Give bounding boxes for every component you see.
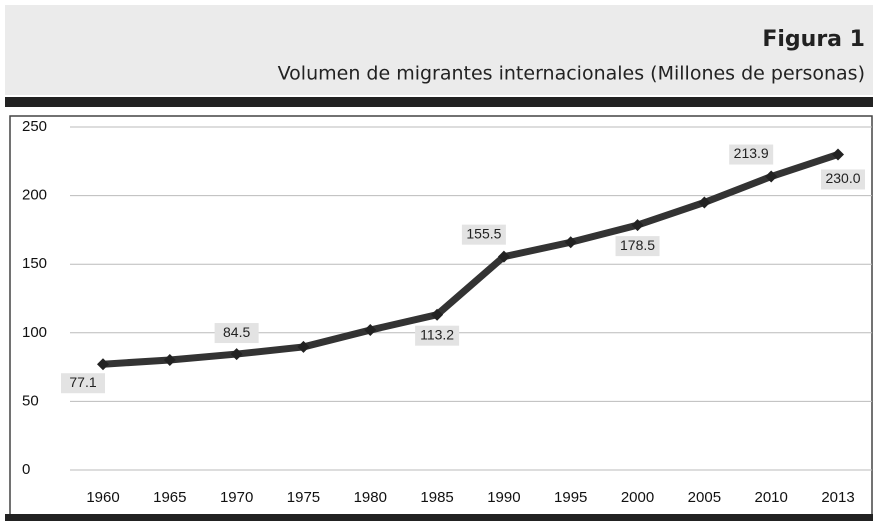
y-tick-label: 100 <box>22 324 47 341</box>
y-tick-label: 0 <box>22 461 30 478</box>
data-point <box>564 236 577 249</box>
x-tick-label: 2013 <box>821 489 854 506</box>
value-label-bg <box>61 373 105 394</box>
value-label: 213.9 <box>734 145 769 161</box>
footer-rule <box>5 514 873 521</box>
x-tick-label: 1980 <box>354 489 387 506</box>
value-label: 230.0 <box>825 170 860 186</box>
x-tick-label: 1970 <box>220 489 253 506</box>
y-tick-label: 50 <box>22 392 39 409</box>
value-label: 84.5 <box>223 324 250 340</box>
data-point <box>230 348 243 361</box>
x-tick-label: 2000 <box>621 489 654 506</box>
value-label: 155.5 <box>466 225 501 241</box>
x-tick-label: 1995 <box>554 489 587 506</box>
data-point <box>431 308 444 321</box>
data-point <box>364 324 377 337</box>
value-label: 113.2 <box>420 326 454 342</box>
x-tick-label: 1985 <box>420 489 453 506</box>
data-point <box>297 340 310 353</box>
data-point <box>765 170 778 183</box>
value-label-bg <box>214 323 259 344</box>
y-tick-label: 250 <box>22 118 47 135</box>
value-label: 178.5 <box>620 237 655 253</box>
value-label-bg <box>615 236 660 257</box>
value-label-bg <box>729 144 774 165</box>
x-tick-label: 2005 <box>688 489 721 506</box>
header-background <box>5 5 873 95</box>
value-label: 77.1 <box>69 374 96 390</box>
chart-subtitle: Volumen de migrantes internacionales (Mi… <box>278 63 865 85</box>
data-point <box>163 353 176 366</box>
data-point <box>698 196 711 209</box>
data-point <box>832 148 844 161</box>
chart-title: Figura 1 <box>762 27 865 52</box>
x-tick-label: 1965 <box>153 489 186 506</box>
y-tick-label: 200 <box>22 187 47 204</box>
value-label-bg <box>415 325 460 346</box>
x-tick-label: 1990 <box>487 489 520 506</box>
data-point <box>97 358 109 371</box>
x-tick-label: 2010 <box>754 489 787 506</box>
header-rule <box>5 97 873 107</box>
y-tick-label: 150 <box>22 255 47 272</box>
value-label-bg <box>461 224 506 245</box>
value-label-bg <box>821 169 865 190</box>
data-point <box>631 219 644 232</box>
x-tick-label: 1975 <box>287 489 320 506</box>
data-line <box>102 151 840 368</box>
data-point <box>497 250 510 263</box>
x-tick-label: 1960 <box>86 489 119 506</box>
